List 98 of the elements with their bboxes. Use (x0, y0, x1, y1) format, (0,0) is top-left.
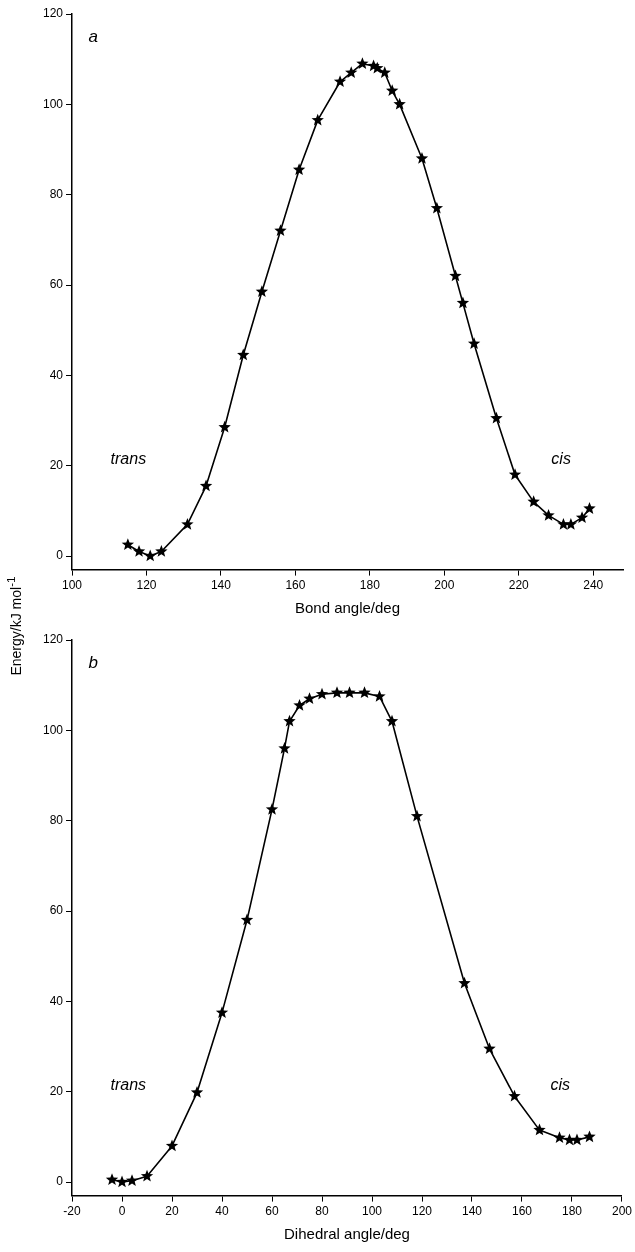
x-tick-label: 160 (285, 578, 306, 593)
point (155, 545, 168, 557)
point (456, 296, 470, 309)
point (132, 545, 146, 557)
y-tick-label: 40 (49, 367, 64, 382)
point (508, 468, 522, 480)
point (458, 976, 471, 989)
y-tick-label: 0 (56, 1174, 64, 1189)
y-tick-label: 20 (49, 1084, 64, 1099)
y-tick-label: 120 (42, 6, 64, 21)
x-tick-label: 140 (210, 578, 232, 593)
annotation: cis (551, 449, 571, 467)
point (105, 1173, 119, 1186)
point (274, 224, 287, 237)
x-tick-label: 180 (359, 578, 381, 593)
point (121, 538, 135, 551)
x-axis-title: Dihedral angle/deg (284, 1225, 410, 1243)
point (181, 517, 194, 530)
point (563, 1133, 576, 1146)
annotation: trans (110, 1075, 147, 1093)
point (386, 84, 399, 97)
point (115, 1175, 129, 1188)
point (583, 1130, 596, 1143)
x-tick-label: 120 (411, 1204, 433, 1219)
point (278, 741, 291, 754)
y-tick-label: 80 (49, 813, 64, 827)
point (527, 495, 540, 508)
annotation: a (88, 26, 99, 46)
point (483, 1042, 496, 1055)
x-tick-label: 20 (165, 1204, 180, 1219)
point (542, 508, 555, 521)
point (315, 687, 329, 700)
point (190, 1086, 204, 1098)
x-tick-label: 180 (561, 1204, 583, 1219)
y-tick-label: 100 (42, 722, 64, 737)
x-tick-label: 200 (611, 1204, 633, 1219)
point (415, 152, 429, 164)
point (140, 1169, 154, 1182)
point (199, 479, 213, 492)
annotation: b (88, 652, 98, 672)
x-tick-label: 120 (136, 578, 157, 593)
point (449, 269, 462, 282)
x-tick-label: 220 (508, 578, 530, 593)
y-tick-label: 0 (56, 548, 64, 563)
point (430, 201, 444, 214)
x-tick-label: 100 (361, 1204, 383, 1219)
y-tick-label: 80 (49, 187, 64, 201)
point (218, 420, 231, 433)
point (237, 348, 250, 361)
point (490, 411, 503, 424)
point (125, 1174, 139, 1186)
point (144, 549, 157, 562)
y-tick-label: 100 (42, 96, 64, 111)
y-tick-label: 60 (49, 277, 64, 292)
point (564, 517, 578, 530)
point (283, 714, 296, 727)
point (240, 913, 254, 926)
point (467, 337, 481, 350)
x-axis-title: Bond angle/deg (294, 599, 401, 617)
y-tick-label: 120 (42, 632, 64, 647)
point (508, 1089, 521, 1102)
point (533, 1123, 546, 1136)
point (373, 689, 386, 702)
point (583, 502, 596, 514)
x-tick-label: -20 (63, 1204, 82, 1219)
point (343, 686, 356, 699)
point (553, 1131, 566, 1144)
x-tick-label: 160 (511, 1204, 533, 1219)
point (570, 1133, 584, 1146)
point (311, 113, 324, 126)
point (575, 511, 589, 523)
point (410, 809, 424, 822)
point (292, 163, 306, 176)
annotation: trans (110, 449, 147, 467)
x-tick-label: 80 (315, 1204, 329, 1219)
x-tick-label: 60 (265, 1204, 279, 1219)
y-tick-label: 20 (49, 458, 64, 473)
annotation: cis (550, 1075, 571, 1093)
x-tick-label: 0 (118, 1204, 126, 1219)
point (255, 285, 269, 298)
point (215, 1006, 229, 1018)
x-tick-label: 40 (215, 1204, 230, 1219)
point (358, 686, 371, 699)
x-tick-label: 240 (583, 578, 604, 593)
point (293, 699, 306, 711)
point (165, 1139, 179, 1152)
point (333, 75, 347, 88)
point (303, 692, 316, 704)
y-tick-label: 40 (49, 993, 64, 1008)
point (385, 714, 399, 727)
point (356, 57, 369, 69)
point (345, 66, 358, 78)
point (265, 802, 279, 815)
x-tick-label: 200 (434, 578, 455, 593)
x-tick-label: 140 (461, 1204, 483, 1219)
point (393, 97, 406, 110)
y-tick-label: 60 (49, 903, 64, 918)
point (330, 686, 344, 699)
